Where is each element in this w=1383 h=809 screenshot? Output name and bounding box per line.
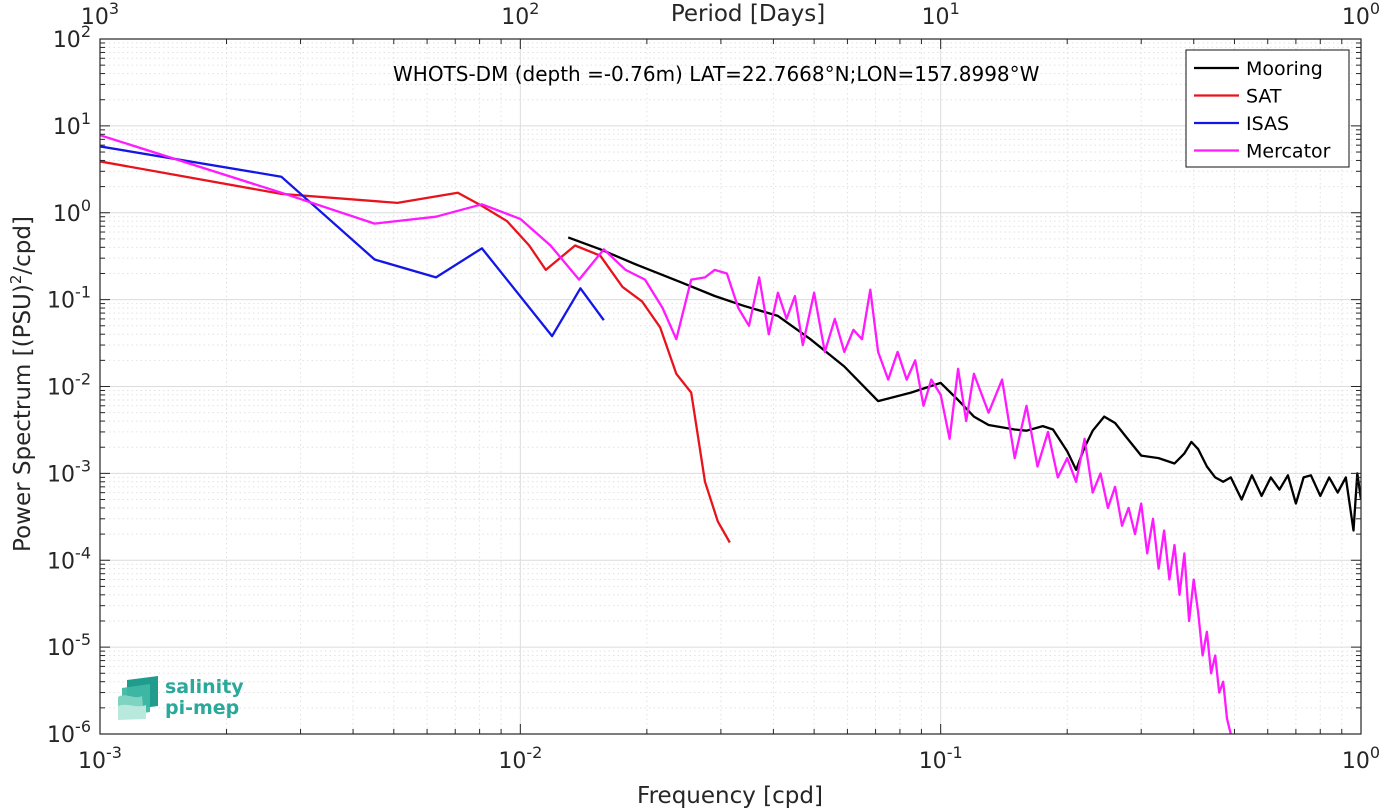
y-tick-label: 10-5 (47, 630, 91, 661)
legend-label-mercator: Mercator (1246, 141, 1331, 163)
x-tick-label: 10-3 (78, 743, 122, 774)
top-tick-label-base: 10 (501, 5, 529, 30)
x-tick-label-exponent: 0 (1370, 743, 1380, 762)
y-tick-label: 10-3 (47, 456, 91, 487)
y-tick-label-exponent: -6 (75, 717, 91, 736)
series-line-mooring (567, 236, 1361, 532)
y-axis-label-tail: /cpd] (10, 216, 36, 275)
salinity-pi-mep-logo: salinity pi-mep (118, 676, 244, 720)
chart-annotation: WHOTS-DM (depth =-0.76m) LAT=22.7668°N;L… (393, 62, 1040, 86)
y-tick-label-base: 10 (53, 202, 81, 227)
y-tick-label: 10-2 (47, 370, 91, 401)
series-layer (100, 134, 1361, 734)
y-tick-label-base: 10 (53, 115, 81, 140)
series-line-isas (100, 145, 605, 338)
y-tick-label-exponent: -2 (75, 370, 91, 389)
y-axis-label-main: Power Spectrum [(PSU) (10, 284, 36, 552)
y-tick-label-base: 10 (53, 28, 81, 53)
y-tick-label-base: 10 (47, 549, 75, 574)
logo-mark (118, 676, 158, 720)
y-tick-label: 102 (53, 22, 91, 53)
y-tick-label-exponent: -3 (75, 456, 91, 475)
legend-box (1185, 49, 1350, 168)
grid-layer (99, 38, 1362, 735)
y-axis-label-sup: 2 (7, 275, 25, 285)
y-tick-label-base: 10 (47, 289, 75, 314)
legend: Mooring SAT ISAS Mercator (1185, 49, 1350, 168)
legend-items: Mooring SAT ISAS Mercator (1194, 58, 1331, 163)
y-tick-label-exponent: 0 (81, 196, 91, 215)
series-line-sat (100, 160, 731, 544)
x-tick-label-base: 10 (498, 749, 526, 774)
logo-line2: pi-mep (165, 697, 239, 719)
y-tick-label-base: 10 (47, 723, 75, 748)
top-tick-label-exponent: 0 (1370, 0, 1380, 18)
top-tick-label-base: 10 (1342, 5, 1370, 30)
top-tick-label-base: 10 (922, 5, 950, 30)
y-tick-label: 101 (53, 109, 91, 140)
top-tick-label-exponent: 1 (950, 0, 960, 18)
top-tick-label: 102 (501, 0, 539, 30)
x-tick-label: 100 (1342, 743, 1380, 774)
y-tick-label: 10-6 (47, 717, 91, 748)
legend-label-isas: ISAS (1246, 113, 1289, 135)
y-axis-label: Power Spectrum [(PSU)2/cpd] (7, 216, 36, 552)
ticks-layer: 10-310310-210210-110110010010-610-510-41… (47, 0, 1380, 774)
x-tick-label-base: 10 (919, 749, 947, 774)
x-tick-label-base: 10 (78, 749, 106, 774)
series-line-mercator (100, 134, 1232, 734)
y-tick-label-base: 10 (47, 462, 75, 487)
top-axis-label: Period [Days] (671, 1, 825, 27)
x-tick-label: 10-1 (919, 743, 963, 774)
y-tick-label-base: 10 (47, 636, 75, 661)
top-tick-label: 101 (922, 0, 960, 30)
logo-line1: salinity (165, 676, 244, 698)
y-tick-label-exponent: -4 (75, 543, 91, 562)
x-tick-label: 10-2 (498, 743, 542, 774)
legend-label-sat: SAT (1246, 86, 1282, 108)
top-tick-label-base: 10 (81, 5, 109, 30)
top-tick-label: 100 (1342, 0, 1380, 30)
x-tick-label-exponent: -2 (526, 743, 542, 762)
top-tick-label-exponent: 3 (109, 0, 119, 18)
y-tick-label-exponent: 2 (81, 22, 91, 41)
y-tick-label: 10-1 (47, 283, 91, 314)
top-tick-label: 103 (81, 0, 119, 30)
x-tick-label-exponent: -1 (947, 743, 963, 762)
x-axis-label: Frequency [cpd] (637, 783, 823, 809)
x-tick-label-exponent: -3 (106, 743, 122, 762)
y-tick-label-exponent: -1 (75, 283, 91, 302)
y-tick-label-base: 10 (47, 376, 75, 401)
top-tick-label-exponent: 2 (529, 0, 539, 18)
y-tick-label-exponent: -5 (75, 630, 91, 649)
y-tick-label: 10-4 (47, 543, 91, 574)
legend-label-mooring: Mooring (1246, 58, 1323, 80)
x-tick-label-base: 10 (1342, 749, 1370, 774)
y-tick-label-exponent: 1 (81, 109, 91, 128)
y-tick-label: 100 (53, 196, 91, 227)
